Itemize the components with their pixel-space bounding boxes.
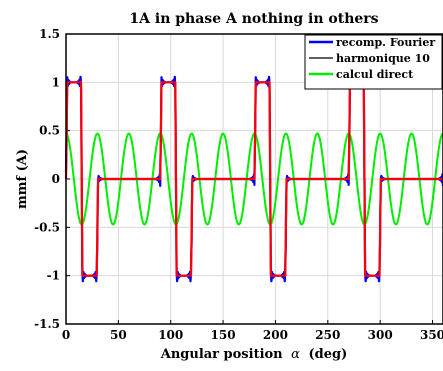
legend: recomp. Fourier harmonique 10 calcul direc…: [304, 34, 443, 90]
x-tick-label: 300: [368, 328, 393, 342]
y-tick-label: -1: [47, 269, 60, 283]
x-tick-label: 50: [110, 328, 127, 342]
legend-box: [304, 34, 443, 90]
y-tick-labels: 1.5 1 0.5 0 -0.5 -1 -1.5: [34, 27, 60, 331]
legend-label: calcul direct: [336, 68, 414, 81]
y-tick-label: -1.5: [34, 317, 60, 331]
y-tick-label: 0: [52, 172, 60, 186]
y-axis-label: mmf (A): [15, 149, 30, 209]
x-axis-label-symbol: α: [291, 347, 300, 362]
x-tick-label: 350: [420, 328, 443, 342]
x-tick-label: 150: [211, 328, 236, 342]
x-tick-label: 200: [263, 328, 288, 342]
series-line-square: [64, 81, 443, 277]
x-axis-label-text: Angular position: [160, 347, 283, 362]
legend-label: harmonique 10: [336, 52, 430, 65]
x-tick-label: 0: [62, 328, 70, 342]
x-axis-label-unit: (deg): [308, 347, 347, 362]
x-tick-labels: 0 50 100 150 200 250 300 350: [62, 328, 443, 342]
y-tick-label: 1: [52, 75, 60, 89]
x-tick-label: 250: [315, 328, 340, 342]
series-layer: [64, 75, 443, 283]
y-tick-label: -0.5: [34, 220, 60, 234]
plot-border: [65, 33, 443, 325]
legend-label: recomp. Fourier: [336, 36, 435, 49]
x-tick-label: 100: [158, 328, 183, 342]
x-axis-label: Angular position α (deg): [160, 347, 348, 362]
chart-title: 1A in phase A nothing in others: [129, 11, 378, 27]
y-tick-label: 0.5: [39, 124, 60, 138]
y-tick-label: 1.5: [39, 27, 60, 41]
